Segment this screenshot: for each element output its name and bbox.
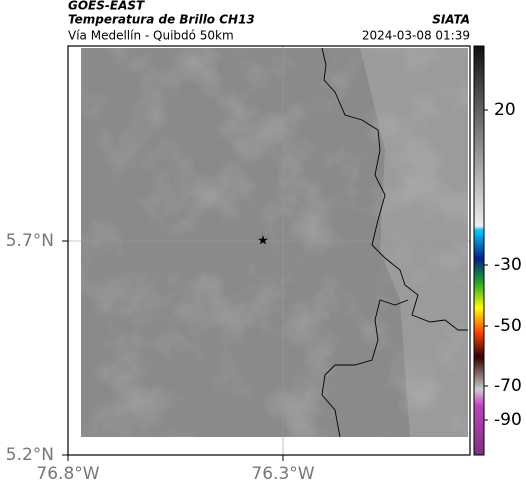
x-tick-label: 76.8°W <box>36 464 99 484</box>
colorbar-tick-label: -30 <box>494 255 522 275</box>
organization: SIATA <box>432 13 470 27</box>
timestamp: 2024-03-08 01:39 <box>362 29 470 43</box>
x-tick-label: 76.3°W <box>251 464 314 484</box>
border <box>321 47 468 331</box>
border <box>321 299 409 438</box>
source: GOES-EAST <box>68 0 145 13</box>
colorbar-tick-label: -70 <box>494 376 522 396</box>
plot-frame <box>67 45 471 456</box>
location-marker: ★ <box>257 234 269 249</box>
colorbar-tick-label: -50 <box>494 316 522 336</box>
title: Temperatura de Brillo CH13 <box>68 13 255 27</box>
y-tick-label: 5.2°N <box>6 445 54 465</box>
colorbar-tick-label: 20 <box>494 100 516 120</box>
colorbar <box>473 45 485 456</box>
satellite-image <box>81 48 468 437</box>
y-tick-label: 5.7°N <box>6 231 54 251</box>
subtitle: Vía Medellín - Quibdó 50km <box>68 29 234 43</box>
colorbar-tick-label: -90 <box>494 410 522 430</box>
